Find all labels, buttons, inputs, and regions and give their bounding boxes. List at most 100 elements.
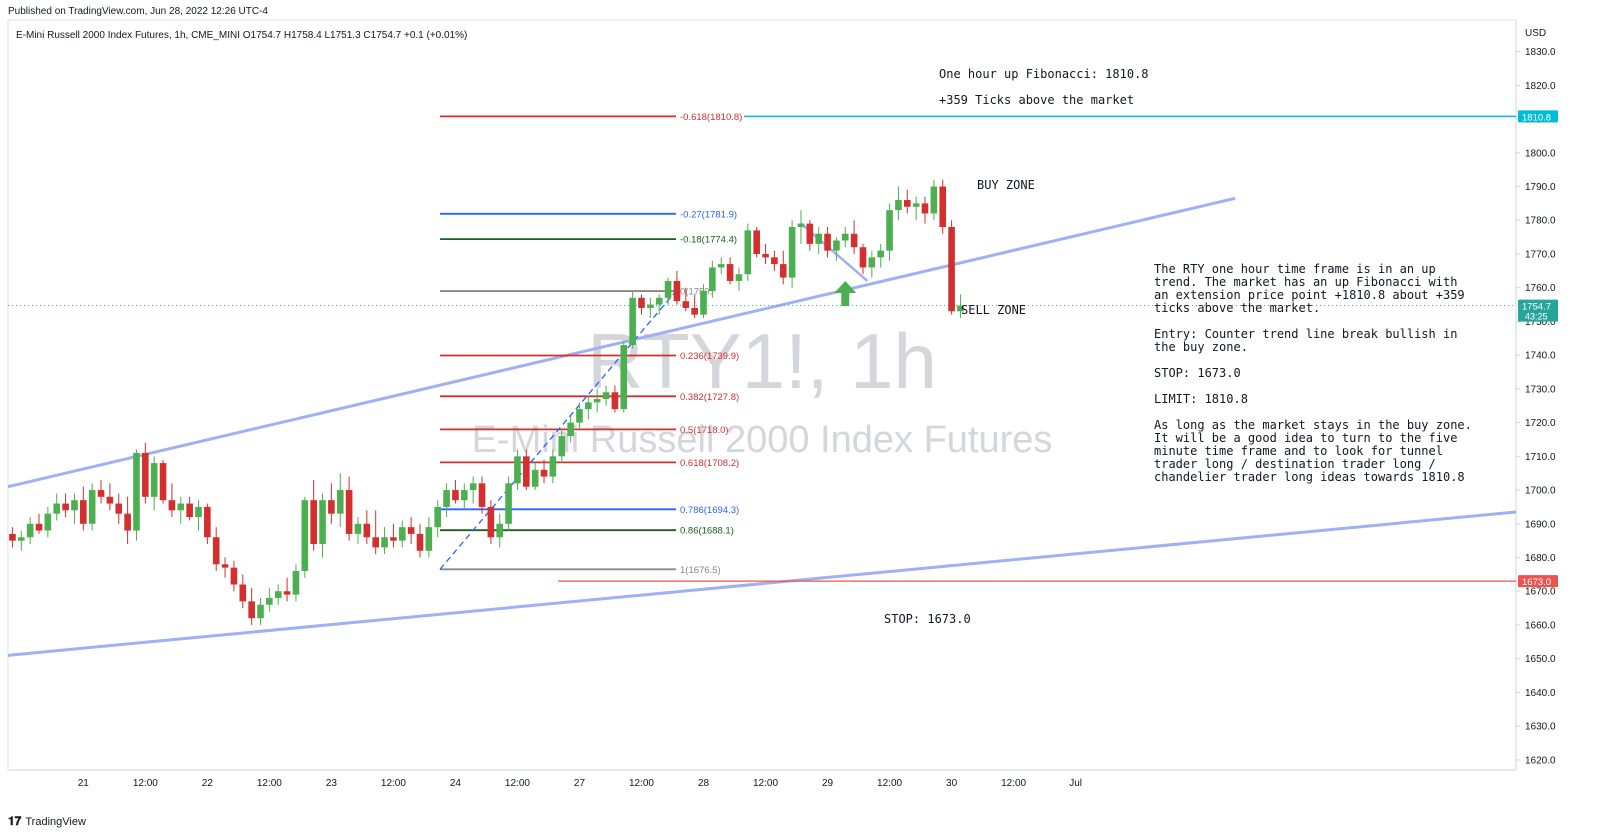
candle-body [779, 264, 787, 278]
candle-body [771, 257, 778, 265]
price-label-countdown: 43:25 [1525, 312, 1548, 322]
candle-body [620, 345, 628, 410]
y-tick-label: 1710.0 [1525, 452, 1556, 463]
candle-body [585, 402, 592, 410]
candle-body [407, 527, 415, 534]
y-tick-label: 1760.0 [1525, 283, 1556, 294]
x-tick-label: 22 [202, 778, 214, 789]
candle-body [762, 253, 769, 258]
candle-body [310, 500, 317, 545]
y-tick-label: 1720.0 [1525, 418, 1556, 429]
candle-body [948, 226, 955, 312]
candle-body [398, 527, 406, 541]
fib-level-label: -0.27(1781.9) [680, 209, 737, 220]
candle-body [673, 280, 681, 302]
y-axis-currency: USD [1525, 28, 1546, 39]
candle-body [204, 506, 211, 538]
price-label-text: 1673.0 [1522, 577, 1551, 588]
x-tick-label: 12:00 [257, 778, 282, 789]
candle-body [523, 456, 530, 487]
candle-body [124, 513, 131, 531]
y-tick-label: 1820.0 [1525, 81, 1556, 92]
y-tick-label: 1700.0 [1525, 486, 1556, 497]
candle-body [531, 469, 539, 487]
sell-zone-label: SELL ZONE [961, 303, 1027, 317]
x-tick-label: 12:00 [629, 778, 654, 789]
candle-body [744, 230, 752, 275]
candle-body [460, 490, 468, 501]
watermark-ticker: RTY1!, 1h [587, 317, 937, 405]
candle-body [274, 591, 282, 598]
candle-body [62, 503, 69, 511]
candle-body [35, 523, 43, 531]
buy-zone-label: BUY ZONE [977, 178, 1035, 192]
candle-body [354, 523, 362, 534]
fib-level-label: 0(1759. [680, 287, 712, 298]
x-tick-label: 29 [822, 778, 834, 789]
price-label-box [1518, 110, 1558, 123]
x-tick-label: 12:00 [505, 778, 530, 789]
candle-body [425, 527, 433, 551]
candle-body [514, 456, 521, 484]
candle-body [833, 240, 840, 251]
candle-body [957, 305, 964, 312]
tradingview-brand: TradingView [25, 815, 86, 828]
candle-body [877, 250, 885, 258]
candle-body [283, 591, 291, 595]
candle-body [390, 537, 397, 541]
candle-body [549, 456, 557, 477]
candle-body [88, 490, 96, 524]
y-tick-label: 1750.0 [1525, 317, 1556, 328]
candle-body [177, 503, 185, 511]
candle-body [664, 280, 672, 298]
fib-title-note: One hour up Fibonacci: 1810.8 [939, 67, 1149, 81]
price-label-box [1518, 299, 1558, 322]
symbol-legend: E-Mini Russell 2000 Index Futures, 1h, C… [16, 30, 468, 41]
x-tick-label: 28 [698, 778, 710, 789]
candle-body [886, 210, 893, 251]
candle-body [150, 463, 158, 497]
x-tick-label: 12:00 [753, 778, 778, 789]
lower-trendline [7, 510, 1517, 657]
candle-body [434, 506, 442, 528]
candle-body [895, 200, 902, 211]
x-tick-label: Jul [1069, 778, 1082, 789]
x-tick-label: 24 [450, 778, 462, 789]
candle-body [115, 503, 123, 514]
candle-body [629, 297, 636, 346]
analysis-paragraph: As long as the market stays in the buy z… [1154, 418, 1472, 484]
y-tick-label: 1780.0 [1525, 216, 1556, 227]
y-tick-label: 1730.0 [1525, 384, 1556, 395]
candle-body [44, 513, 52, 531]
x-tick-label: 23 [326, 778, 338, 789]
y-tick-label: 1830.0 [1525, 47, 1556, 58]
x-tick-label: 12:00 [1001, 778, 1026, 789]
fib-level-label: 0.786(1694.3) [680, 505, 739, 516]
candle-body [558, 436, 566, 457]
candle-body [930, 186, 938, 214]
x-tick-label: 12:00 [877, 778, 902, 789]
candle-body [859, 247, 867, 268]
x-tick-label: 21 [78, 778, 90, 789]
candle-body [186, 503, 193, 518]
candle-body [443, 490, 450, 507]
candle-body [638, 297, 645, 308]
candle-body [195, 506, 202, 518]
candle-body [336, 490, 344, 514]
candle-body [26, 523, 34, 538]
candle-body [168, 500, 176, 511]
analysis-paragraph: The RTY one hour time frame is in an up … [1154, 262, 1465, 315]
candle-body [363, 523, 371, 538]
candle-body [266, 597, 273, 605]
y-tick-label: 1740.0 [1525, 351, 1556, 362]
fib-level-label: 1(1676.5) [680, 565, 721, 576]
fib-level-label: 0.236(1739.9) [680, 351, 739, 362]
candle-body [9, 533, 16, 541]
candle-body [682, 301, 690, 308]
y-tick-label: 1620.0 [1525, 755, 1556, 766]
candle-body [487, 506, 495, 538]
candle-body [824, 233, 831, 251]
candle-body [921, 203, 929, 214]
y-tick-label: 1800.0 [1525, 148, 1556, 159]
